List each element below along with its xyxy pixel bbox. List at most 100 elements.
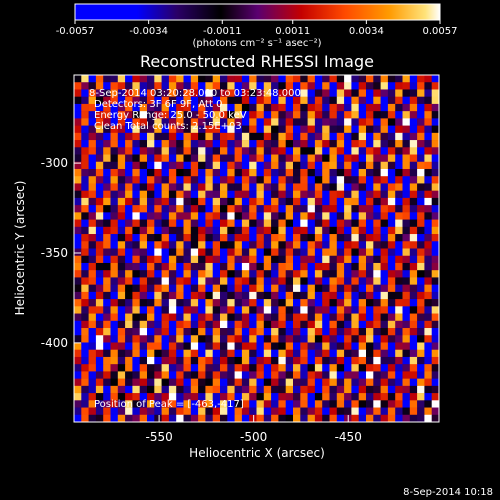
- heatmap-cell: [110, 284, 119, 293]
- heatmap-cell: [424, 183, 432, 191]
- heatmap-cell: [176, 154, 184, 163]
- heatmap-cell: [417, 407, 425, 416]
- heatmap-cell: [234, 176, 243, 184]
- heatmap-cell: [402, 385, 411, 394]
- heatmap-cell: [263, 364, 272, 372]
- heatmap-cell: [110, 320, 119, 329]
- heatmap-cell: [212, 190, 221, 199]
- heatmap-cell: [402, 270, 411, 278]
- heatmap-cell: [373, 248, 381, 257]
- heatmap-cell: [285, 248, 294, 257]
- heatmap-cell: [183, 82, 192, 90]
- heatmap-cell: [271, 320, 279, 329]
- heatmap-cell: [176, 111, 184, 119]
- heatmap-cell: [220, 407, 228, 416]
- heatmap-cell: [110, 270, 119, 278]
- heatmap-cell: [271, 111, 279, 119]
- heatmap-cell: [293, 342, 301, 351]
- heatmap-cell: [190, 306, 199, 314]
- heatmap-cell: [307, 89, 316, 97]
- heatmap-cell: [74, 306, 82, 314]
- heatmap-cell: [417, 335, 425, 343]
- heatmap-cell: [117, 349, 126, 358]
- heatmap-cell: [424, 299, 432, 307]
- heatmap-cell: [293, 197, 301, 206]
- heatmap-cell: [336, 176, 345, 184]
- heatmap-cell: [424, 205, 432, 213]
- heatmap-cell: [241, 111, 250, 119]
- heatmap-cell: [161, 378, 170, 387]
- heatmap-cell: [241, 89, 250, 97]
- heatmap-cell: [329, 183, 338, 191]
- heatmap-cell: [380, 371, 389, 379]
- heatmap-cell: [212, 393, 221, 401]
- heatmap-cell: [139, 371, 148, 379]
- heatmap-cell: [307, 234, 316, 242]
- heatmap-cell: [125, 183, 133, 191]
- heatmap-cell: [132, 96, 140, 105]
- heatmap-cell: [417, 154, 425, 163]
- heatmap-cell: [322, 364, 330, 372]
- heatmap-cell: [190, 313, 199, 322]
- heatmap-cell: [329, 342, 338, 351]
- heatmap-cell: [358, 248, 367, 257]
- heatmap-cell: [409, 335, 418, 343]
- heatmap-cell: [227, 371, 235, 379]
- heatmap-cell: [300, 183, 308, 191]
- heatmap-cell: [358, 255, 367, 264]
- heatmap-cell: [293, 328, 301, 336]
- heatmap-cell: [322, 248, 330, 257]
- heatmap-cell: [103, 284, 111, 293]
- heatmap-cell: [241, 291, 250, 300]
- heatmap-cell: [234, 328, 243, 336]
- heatmap-cell: [431, 356, 440, 365]
- heatmap-cell: [402, 168, 411, 177]
- heatmap-cell: [395, 89, 403, 97]
- heatmap-cell: [125, 147, 133, 155]
- heatmap-cell: [329, 219, 338, 228]
- heatmap-cell: [132, 147, 140, 155]
- heatmap-cell: [88, 147, 97, 155]
- heatmap-cell: [263, 299, 272, 307]
- heatmap-cell: [103, 378, 111, 387]
- heatmap-cell: [139, 407, 148, 416]
- heatmap-cell: [336, 320, 345, 329]
- heatmap-cell: [424, 335, 432, 343]
- heatmap-cell: [387, 255, 396, 264]
- heatmap-cell: [263, 125, 272, 134]
- heatmap-cell: [198, 328, 206, 336]
- heatmap-cell: [147, 291, 155, 300]
- heatmap-cell: [81, 75, 89, 83]
- heatmap-cell: [95, 176, 104, 184]
- heatmap-cell: [110, 255, 119, 264]
- heatmap-cell: [168, 270, 177, 278]
- heatmap-cell: [125, 291, 133, 300]
- heatmap-cell: [300, 118, 308, 126]
- heatmap-cell: [183, 118, 192, 126]
- heatmap-cell: [322, 161, 330, 170]
- heatmap-cell: [431, 400, 440, 408]
- heatmap-cell: [110, 82, 119, 90]
- heatmap-cell: [205, 255, 213, 264]
- heatmap-cell: [249, 118, 257, 126]
- heatmap-cell: [336, 111, 345, 119]
- heatmap-cell: [395, 248, 403, 257]
- heatmap-cell: [256, 197, 265, 206]
- heatmap-cell: [314, 147, 323, 155]
- heatmap-cell: [190, 299, 199, 307]
- heatmap-cell: [336, 364, 345, 372]
- heatmap-cell: [227, 190, 235, 199]
- heatmap-cell: [161, 306, 170, 314]
- heatmap-cell: [278, 75, 286, 83]
- heatmap-cell: [139, 125, 148, 134]
- heatmap-cell: [409, 234, 418, 242]
- heatmap-cell: [95, 248, 104, 257]
- heatmap-cell: [241, 75, 250, 83]
- heatmap-cell: [336, 197, 345, 206]
- heatmap-cell: [417, 371, 425, 379]
- heatmap-cell: [147, 270, 155, 278]
- heatmap-cell: [329, 371, 338, 379]
- heatmap-cell: [81, 364, 89, 372]
- heatmap-cell: [88, 364, 97, 372]
- heatmap-cell: [132, 75, 140, 83]
